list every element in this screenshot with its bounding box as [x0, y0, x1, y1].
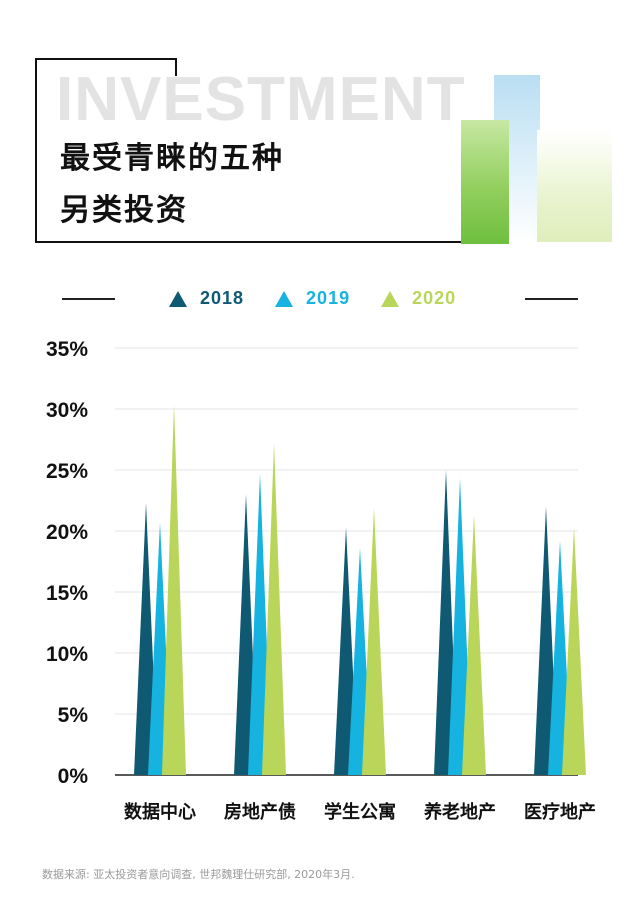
y-tick-label: 30%	[46, 399, 88, 422]
y-tick-label: 5%	[58, 704, 89, 727]
y-tick-label: 15%	[46, 582, 88, 605]
decorative-lime-bar	[537, 130, 612, 242]
frame-right-tick	[175, 58, 177, 76]
legend-right-rule	[525, 298, 578, 300]
frame-top-edge	[35, 58, 177, 60]
legend-label-2018: 2018	[200, 288, 245, 308]
triangle-marker-icon	[169, 290, 187, 307]
x-tick-label: 数据中心	[124, 801, 196, 823]
legend-item-2020: 2020	[380, 288, 456, 309]
legend-marker-2020	[381, 290, 400, 307]
y-tick-label: 35%	[46, 338, 88, 361]
y-tick-label: 0%	[58, 765, 89, 788]
triangle-marker-icon	[381, 290, 400, 307]
page-title-line2: 另类投资	[60, 193, 188, 228]
bar-2020-0	[162, 404, 186, 775]
legend-marker-2018	[169, 290, 187, 307]
x-tick-label: 房地产债	[224, 801, 296, 823]
header-frame	[35, 58, 480, 243]
decorative-green-bar	[461, 120, 509, 244]
x-tick-label: 养老地产	[423, 801, 496, 823]
legend-label-2020: 2020	[412, 288, 457, 308]
bar-2020-4	[562, 527, 586, 775]
legend-left-rule	[62, 298, 115, 300]
triangle-marker-icon	[275, 290, 294, 307]
source-note: 数据来源: 亚太投资者意向调查, 世邦魏理仕研究部, 2020年3月.	[42, 868, 355, 881]
bar-2020-2	[362, 507, 386, 775]
y-tick-label: 10%	[46, 643, 88, 666]
bar-2020-1	[262, 443, 286, 775]
x-tick-label: 医疗地产	[524, 801, 596, 823]
chart-legend: 2018 2019 2020	[168, 288, 456, 309]
bar-2020-3	[462, 515, 486, 775]
frame-left-edge	[35, 58, 37, 243]
watermark-text: INVESTMENT	[56, 65, 466, 134]
x-tick-label: 学生公寓	[324, 801, 396, 823]
legend-marker-2019	[275, 290, 294, 307]
legend-item-2018: 2018	[168, 288, 244, 309]
y-tick-label: 20%	[46, 521, 88, 544]
legend-item-2019: 2019	[274, 288, 350, 309]
legend-label-2019: 2019	[306, 288, 351, 308]
frame-bottom-edge	[35, 241, 480, 243]
page-title-line1: 最受青睐的五种	[60, 141, 284, 176]
y-tick-label: 25%	[46, 460, 88, 483]
